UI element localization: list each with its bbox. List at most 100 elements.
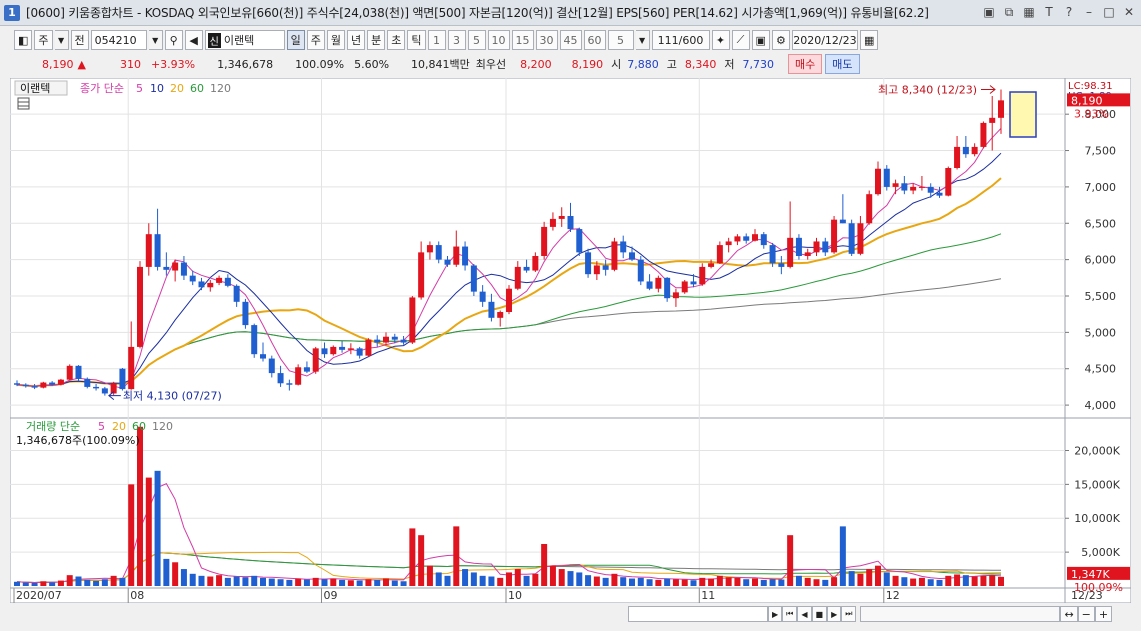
interval-custom[interactable]: 5 [607,30,634,50]
app-number-badge: 1 [4,4,20,21]
volume-bar [699,577,706,586]
volume-bar [954,574,961,586]
candle-body [910,186,917,191]
open-price: 7,880 [627,57,659,71]
maximize-icon[interactable]: □ [1103,5,1115,19]
volume-bar [523,575,530,586]
chevron-down-icon[interactable]: ▼ [148,30,163,50]
chevron-down-icon[interactable]: ▼ [635,30,650,50]
skip-forward-icon[interactable]: ⏭ [841,606,857,622]
zoom-track[interactable] [860,606,1061,622]
gear-icon[interactable]: ⚙ [771,30,790,50]
calendar-icon[interactable]: ▦ [859,30,879,50]
back-icon[interactable]: ◀ [797,606,812,622]
chevron-down-icon[interactable]: ▼ [54,30,69,50]
minimize-icon[interactable]: – [1086,5,1092,19]
draw-tool-icon[interactable]: ⟋ [731,30,750,50]
volume-bar [716,575,723,586]
period-tick[interactable]: 틱 [407,30,426,50]
period-year[interactable]: 년 [347,30,366,50]
candle-body [918,186,925,188]
interval-45[interactable]: 45 [559,30,582,50]
price-tick-label: 8,000 [1085,108,1117,121]
price-tick-label: 4,500 [1085,363,1117,376]
forward-icon[interactable]: ▶ [827,606,842,622]
stock-code-input[interactable]: 054210 [90,30,147,50]
candle-body [646,281,653,289]
price-tick-label: 7,000 [1085,181,1117,194]
indicator-icon[interactable]: ✦ [711,30,730,50]
volume-axis: 20,000K 15,000K 10,000K 5,000K [1065,444,1121,559]
candle-body [224,277,231,286]
stock-name-box[interactable]: 신 이랜텍 [204,30,285,50]
search-icon[interactable]: ⚲ [164,30,183,50]
prev-button[interactable]: 전 [70,30,89,50]
skip-back-icon[interactable]: ⏮ [782,606,798,622]
play-icon[interactable]: ▶ [768,606,783,622]
data-count[interactable]: 111/600 [651,30,710,50]
volume-bar [189,573,196,586]
interval-30[interactable]: 30 [535,30,558,50]
grid-icon[interactable]: ▦ [1023,5,1035,19]
save-icon[interactable]: ▣ [751,30,770,50]
interval-5[interactable]: 5 [467,30,486,50]
open-label: 시 [611,58,622,71]
volume-bar [101,579,108,586]
volume-bar [400,581,407,586]
period-second[interactable]: 초 [387,30,406,50]
volume-bar [822,579,829,586]
period-month[interactable]: 월 [326,30,346,50]
candle-body [901,183,908,191]
table-icon[interactable] [17,97,30,110]
sell-button[interactable]: 매도 [825,54,860,74]
date-input[interactable]: 2020/12/23 [791,30,858,50]
interval-1[interactable]: 1 [427,30,446,50]
period-minute[interactable]: 분 [367,30,386,50]
buy-button[interactable]: 매수 [788,54,823,74]
interval-60[interactable]: 60 [583,30,606,50]
close-icon[interactable]: ✕ [1123,5,1135,19]
interval-3[interactable]: 3 [447,30,466,50]
stop-icon[interactable]: ■ [811,606,828,622]
volume-legend-ma60: 60 [132,420,146,433]
zoom-in-icon[interactable]: + [1094,606,1113,622]
volume-bar [866,569,873,586]
help-icon[interactable]: ? [1065,5,1073,19]
price-tick-label: 6,000 [1085,254,1117,267]
candle-body [154,234,161,267]
volume-bars [14,426,1004,586]
volume-bar [356,580,363,586]
candle-body [822,241,829,253]
candle-body [189,275,196,282]
stock-chart[interactable]: 8,000 7,500 7,000 6,500 6,000 5,500 5,000 4,500… [10,78,1131,603]
candle-body [883,168,890,187]
volume-bar [831,577,838,586]
price-change: 310 [119,57,141,71]
fit-icon[interactable]: ↔ [1060,606,1078,622]
zoom-out-icon[interactable]: − [1077,606,1095,622]
volume-bar [154,470,161,586]
speaker-icon[interactable]: ◀ [184,30,203,50]
text-icon[interactable]: T [1045,5,1053,19]
quote-bar: 8,190 ▲ 310 +3.93% 1,346,678 100.09% 5.6… [0,54,1141,74]
interval-15[interactable]: 15 [511,30,534,50]
market-select[interactable]: 주 [34,30,53,50]
volume-bar [119,577,126,586]
volume-bar [910,578,917,586]
layout-icon[interactable]: ▣ [983,5,995,19]
high-arrow-icon [981,85,996,94]
volume-readout: 1,346,678주(100.09%) [16,434,140,447]
chart-settings-icon[interactable]: ◧ [14,30,33,50]
legend-name-box [14,80,68,96]
period-day[interactable]: 일 [286,30,305,50]
volume-bar [620,577,627,586]
current-volume-pct: 100.09% [1074,581,1123,594]
interval-10[interactable]: 10 [487,30,510,50]
volume-bar [690,580,697,586]
bottom-bar: ▶ ⏮ ◀ ■ ▶ ⏭ ↔ − + [10,605,1131,623]
scrollbar-track[interactable] [628,606,768,622]
copy-window-icon[interactable]: ⧉ [1004,4,1014,19]
period-week[interactable]: 주 [306,30,325,50]
volume-legend-ma5: 5 [98,420,105,433]
volume-bar [892,575,899,586]
